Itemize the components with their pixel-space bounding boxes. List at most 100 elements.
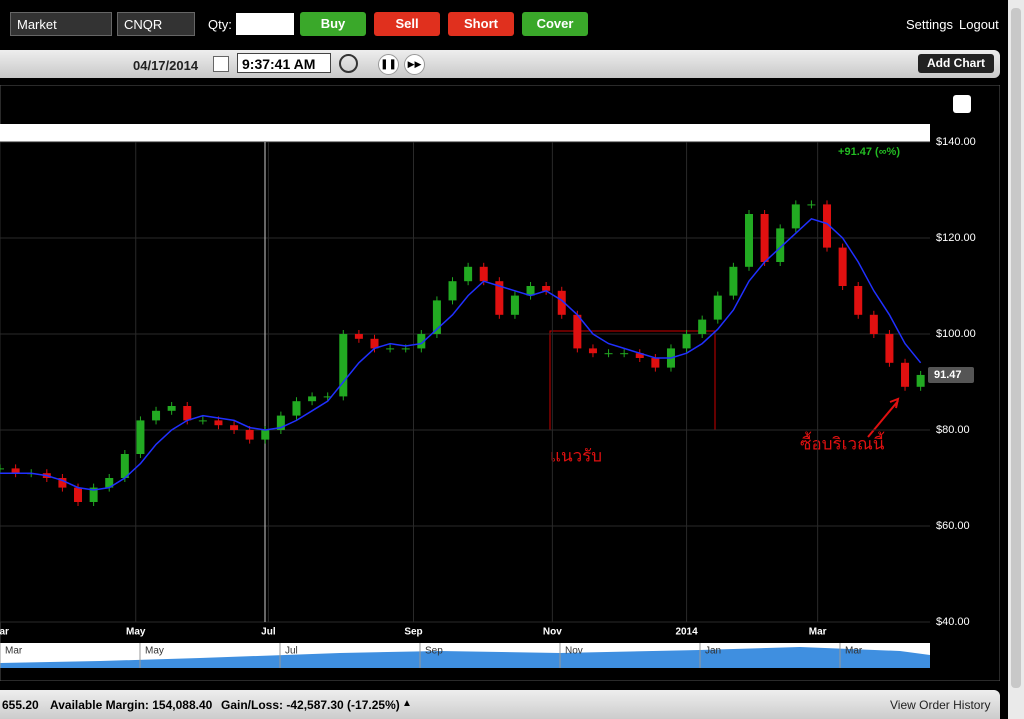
candle (901, 362, 910, 387)
candle (448, 281, 457, 301)
x-tick-label: 2014 (675, 627, 698, 638)
qty-input[interactable] (236, 13, 294, 35)
candle (916, 374, 925, 387)
clock-icon[interactable] (339, 54, 358, 73)
y-tick-label: $40.00 (936, 616, 970, 628)
candle (573, 314, 582, 349)
x-tick-label: May (126, 627, 146, 638)
qty-label: Qty: (208, 17, 232, 32)
candle (89, 487, 98, 502)
y-tick-label: $140.00 (936, 136, 976, 148)
buy[interactable]: Buy (300, 12, 366, 36)
candle (495, 281, 504, 315)
chart-frame (0, 85, 1000, 681)
symbol[interactable]: CNQR (117, 12, 195, 36)
moving-average (0, 217, 922, 491)
candle (698, 319, 707, 334)
candle (245, 430, 254, 440)
candle (464, 266, 473, 282)
candle (682, 334, 691, 349)
navigator-label: Jul (285, 646, 298, 657)
candle (729, 266, 738, 296)
candle (432, 300, 441, 334)
candle (386, 348, 395, 350)
candle (198, 420, 207, 422)
y-tick-label: $120.00 (936, 232, 976, 244)
candle (167, 406, 176, 411)
add-chart[interactable]: Add Chart (918, 54, 994, 73)
candle (292, 401, 301, 416)
candle (807, 204, 816, 206)
last-price-box (928, 366, 974, 383)
x-tick-label: Sep (404, 627, 422, 638)
short[interactable]: Short (448, 12, 514, 36)
candle (136, 420, 145, 454)
candle (823, 204, 832, 248)
settings[interactable]: Settings (906, 17, 953, 32)
last-price: 91.47 (934, 369, 962, 381)
scrollbar[interactable] (1008, 0, 1024, 719)
balance: 655.20 (2, 698, 39, 712)
candle (308, 396, 317, 402)
candle (370, 338, 379, 349)
scroll-thumb[interactable] (1011, 8, 1021, 688)
candle (152, 410, 161, 421)
candle (869, 314, 878, 334)
settings-icon[interactable] (953, 95, 971, 113)
candle (713, 295, 722, 320)
expand-icon[interactable]: ▲ (402, 698, 412, 709)
candle (744, 214, 753, 267)
x-tick-label: Nov (543, 627, 562, 638)
y-tick-label: $100.00 (936, 328, 976, 340)
candle (354, 334, 363, 339)
candle (323, 396, 332, 398)
candle (651, 358, 660, 368)
controls: 04/17/2014 9:37:41 AM ❚❚ ▶▶ Add Chart (0, 50, 1000, 78)
calendar-icon[interactable] (213, 56, 229, 72)
date[interactable]: 04/17/2014 (133, 58, 199, 73)
annotation: แนวรับ (550, 446, 602, 465)
y-tick-label: $60.00 (936, 520, 970, 532)
candle (885, 334, 894, 363)
y-tick-label: $80.00 (936, 424, 970, 436)
margin: Available Margin: 154,088.40 (50, 698, 213, 712)
candle (401, 348, 410, 350)
candle (604, 353, 613, 355)
toolbar: Market CNQR Qty: Buy Sell Short Cover Se… (0, 0, 1008, 48)
footer: 655.20 Available Margin: 154,088.40 Gain… (0, 690, 1000, 719)
candle (588, 348, 597, 354)
candle (557, 290, 566, 315)
logout[interactable]: Logout (959, 17, 999, 32)
chart-header (0, 124, 930, 142)
fast-forward[interactable]: ▶▶ (404, 54, 425, 75)
navigator-area (0, 647, 930, 668)
navigator-label: Jan (705, 646, 721, 657)
candle (11, 468, 20, 474)
sell[interactable]: Sell (374, 12, 440, 36)
candle (120, 454, 129, 478)
candle (0, 468, 4, 470)
time[interactable]: 9:37:41 AM (237, 53, 331, 73)
arrow (867, 397, 900, 438)
navigator-label: Sep (425, 646, 443, 657)
navigator-label: Nov (565, 646, 583, 657)
x-tick-label: Mar (0, 627, 9, 638)
candle (183, 406, 192, 421)
candle (776, 228, 785, 262)
chart: แนวรับ ซื้อบริเวณนี้ $140.00 $120.00 $100.… (0, 85, 1000, 681)
candle (620, 353, 629, 355)
x-tick-label: Mar (809, 627, 827, 638)
candle (635, 353, 644, 358)
candle (276, 415, 285, 430)
candle (417, 334, 426, 349)
candle (510, 295, 519, 315)
pause[interactable]: ❚❚ (378, 54, 399, 75)
candle (854, 286, 863, 315)
cover[interactable]: Cover (522, 12, 588, 36)
order-history[interactable]: View Order History (890, 698, 991, 712)
candle (261, 430, 270, 440)
candle (760, 214, 769, 262)
candle (58, 478, 67, 488)
order-type[interactable]: Market (10, 12, 112, 36)
